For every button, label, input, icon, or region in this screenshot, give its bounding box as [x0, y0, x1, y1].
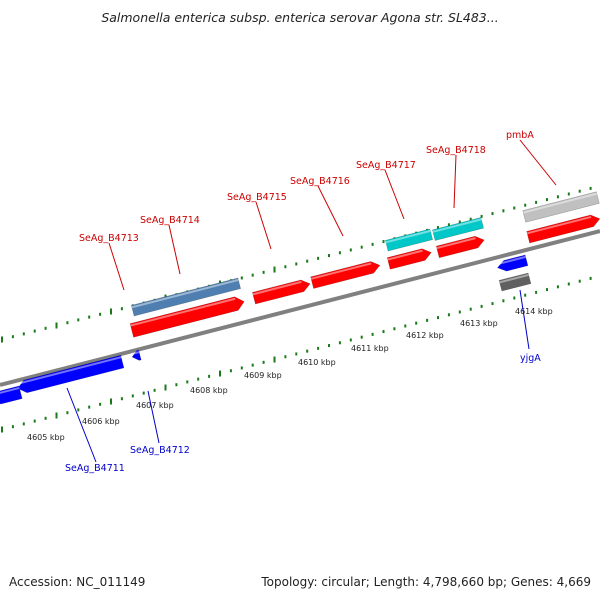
- lower-tick-track: [1, 276, 592, 433]
- callout-line: [147, 390, 160, 444]
- kbp-scale: 4605 kbp 4606 kbp 4607 kbp 4608 kbp 4609 kbp…: [27, 307, 553, 442]
- kbp-tick-label: 4608 kbp: [190, 386, 228, 395]
- cds-seag-b4718: [435, 235, 485, 259]
- cds-seag-b4716: [310, 261, 381, 289]
- gene-label-seag_b4717: SeAg_B4717: [356, 160, 416, 171]
- callout-line: [453, 154, 457, 209]
- cds-seag-b4715: [252, 279, 311, 305]
- gene-label-seag_b4715: SeAg_B4715: [227, 192, 287, 203]
- callout-line: [168, 224, 181, 275]
- gene-label-seag_b4712: SeAg_B4712: [130, 445, 190, 456]
- callout-line: [108, 242, 125, 291]
- kbp-tick-label: 4613 kbp: [460, 319, 498, 328]
- trna-seag-b4717: [384, 228, 434, 252]
- cds-pmba: [526, 214, 600, 244]
- gene-pmba: [522, 191, 600, 223]
- features: [0, 191, 600, 405]
- callout-line: [519, 289, 530, 350]
- callout-line: [255, 201, 272, 250]
- cds-upstream: [0, 385, 23, 405]
- callout-line: [317, 185, 344, 237]
- callout-line: [384, 169, 405, 220]
- cds-seag-b4714: [129, 296, 245, 338]
- accession-text: Accession: NC_011149: [9, 575, 146, 589]
- gene-label-seag_b4713: SeAg_B4713: [79, 233, 139, 244]
- gene-label-seag_b4718: SeAg_B4718: [426, 145, 486, 156]
- kbp-tick-label: 4610 kbp: [298, 358, 336, 367]
- kbp-tick-label: 4605 kbp: [27, 433, 65, 442]
- cds-yjga: [496, 254, 529, 272]
- kbp-tick-label: 4609 kbp: [244, 371, 282, 380]
- callout-line: [66, 387, 97, 463]
- gene-label-pmba: pmbA: [506, 130, 534, 141]
- callout-line: [519, 139, 557, 186]
- gene-yjga: [498, 272, 532, 292]
- kbp-tick-label: 4612 kbp: [406, 331, 444, 340]
- gene-label-seag_b4716: SeAg_B4716: [290, 176, 350, 187]
- genome-stats-text: Topology: circular; Length: 4,798,660 bp…: [261, 575, 591, 589]
- misc-feature-seag-b4713: [130, 277, 242, 317]
- kbp-tick-label: 4607 kbp: [136, 401, 174, 410]
- trna-seag-b4718: [432, 217, 484, 241]
- kbp-tick-label: 4611 kbp: [351, 344, 389, 353]
- cds-seag-b4712: [131, 349, 142, 361]
- cds-seag-b4717: [386, 248, 432, 270]
- genome-backbone: [0, 229, 600, 387]
- kbp-tick-label: 4614 kbp: [515, 307, 553, 316]
- gene-label-seag_b4714: SeAg_B4714: [140, 215, 200, 226]
- gene-label-seag_b4711: SeAg_B4711: [65, 463, 125, 474]
- kbp-tick-label: 4606 kbp: [82, 417, 120, 426]
- genome-title: Salmonella enterica subsp. enterica sero…: [101, 10, 499, 25]
- gene-label-yjga: yjgA: [520, 353, 541, 364]
